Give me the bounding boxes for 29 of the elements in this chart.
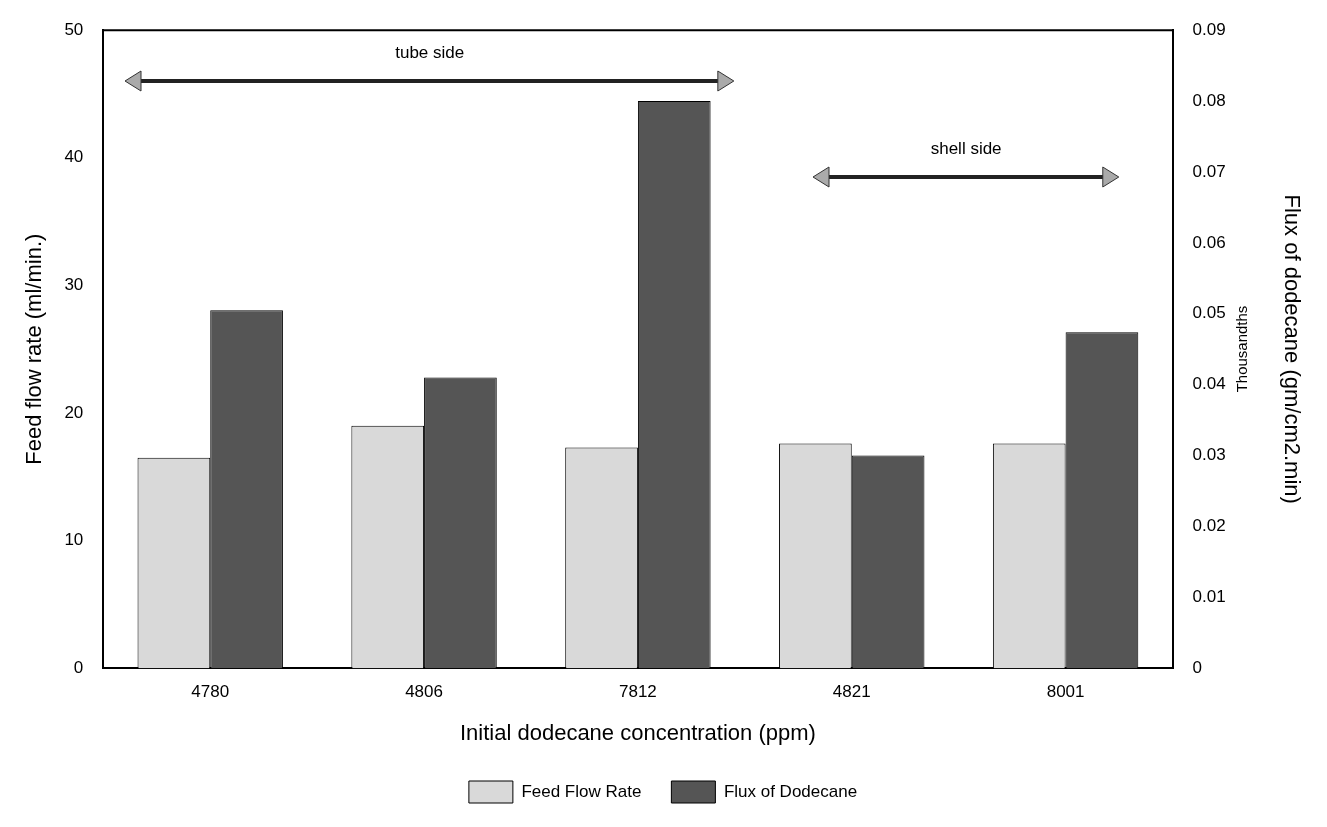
y-tick-label: 20 xyxy=(64,402,84,422)
legend-label: Feed Flow Rate xyxy=(521,781,642,801)
y2-tick-label: 0.08 xyxy=(1192,90,1226,110)
y-tick-label: 0 xyxy=(73,657,84,677)
y2-tick-label: 0.09 xyxy=(1192,19,1226,39)
y2-axis-title: Flux of dodecane (gm/cm2.min) xyxy=(1279,194,1305,504)
x-tick-label: 4780 xyxy=(191,682,230,702)
legend-label: Flux of Dodecane xyxy=(723,781,858,801)
text: Thousandths xyxy=(1232,305,1249,393)
y-tick-label: 30 xyxy=(64,275,84,295)
y2-tick-label: 0.07 xyxy=(1192,161,1226,181)
y2-tick-label: 0.05 xyxy=(1192,303,1226,323)
y2-tick-label: 0.03 xyxy=(1192,445,1226,465)
x-tick-label: 4806 xyxy=(405,682,443,702)
y2-tick-label: 0.02 xyxy=(1192,516,1226,536)
y-axis-title: Feed flow rate (ml/min.) xyxy=(21,233,47,465)
x-tick-label: 4821 xyxy=(832,682,871,702)
y2-tick-label: 0.04 xyxy=(1192,374,1226,394)
annotation: shell side xyxy=(929,138,1003,159)
y2-tick-label: 0 xyxy=(1192,657,1202,677)
y2-tick-label: 0.06 xyxy=(1192,232,1226,252)
annotation: tube side xyxy=(394,43,466,64)
x-tick-label: 7812 xyxy=(619,682,657,702)
y2-tick-label: 0.01 xyxy=(1192,587,1226,606)
y-tick-label: 40 xyxy=(64,147,84,167)
y-tick-label: 50 xyxy=(64,19,84,39)
x-tick-label: 8001 xyxy=(1046,682,1085,702)
x-axis-title: Initial dodecane concentration (ppm) xyxy=(459,719,816,745)
y-tick-label: 10 xyxy=(64,530,84,550)
